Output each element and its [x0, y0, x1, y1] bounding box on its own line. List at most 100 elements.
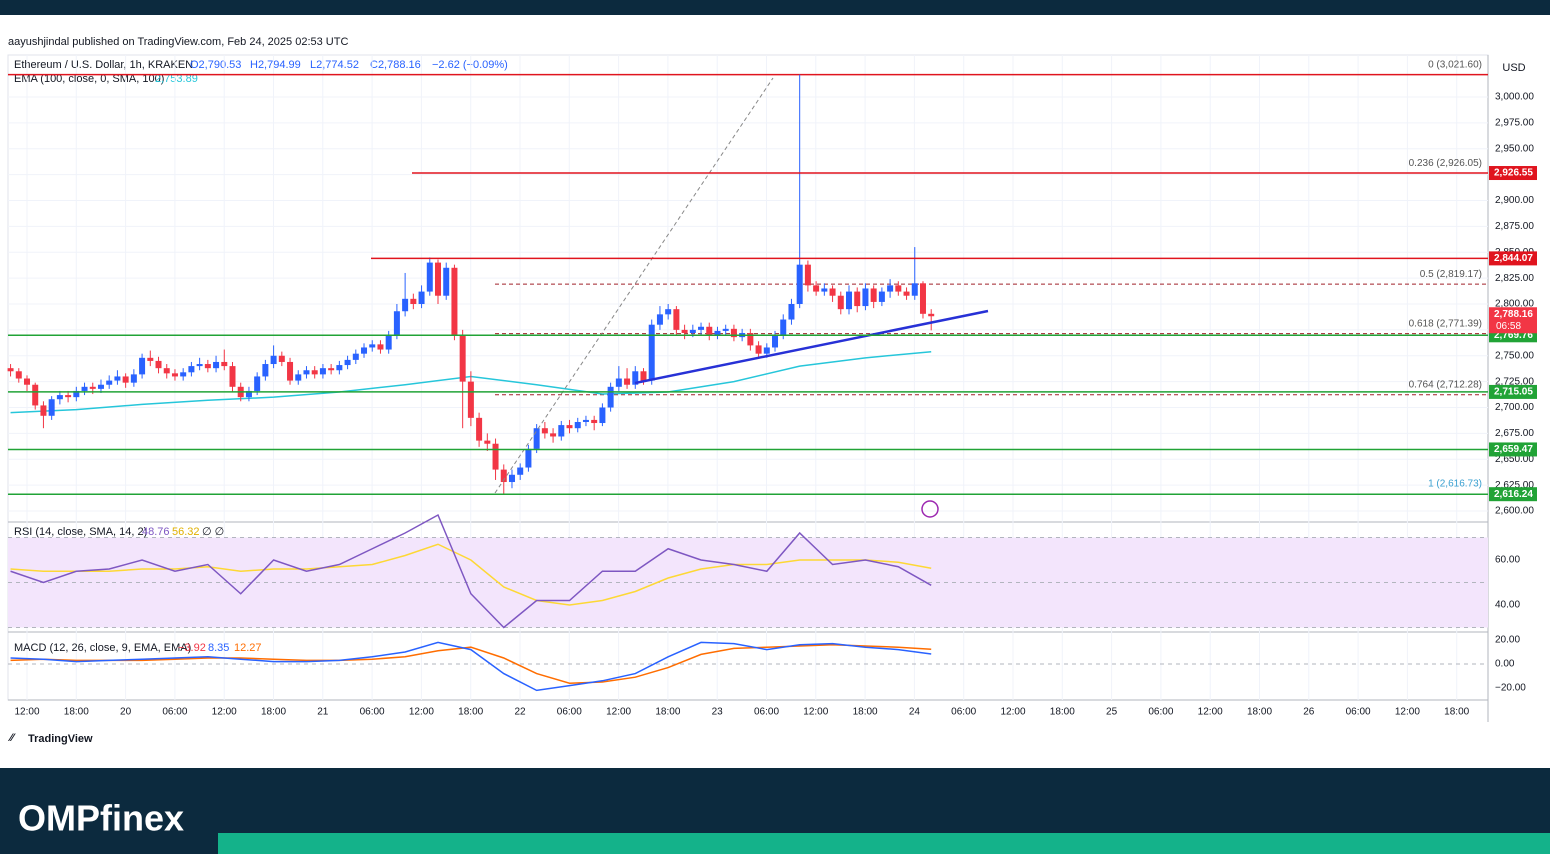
candle-body: [755, 345, 762, 354]
fib-label: 0.618 (2,771.39): [1409, 318, 1482, 329]
candle-body: [558, 425, 565, 437]
fib-trend-line: [494, 77, 774, 494]
ohlc-value: C2,788.16: [370, 59, 421, 71]
candle-body: [903, 291, 910, 296]
candle-body: [32, 384, 39, 406]
candle-body: [262, 364, 269, 377]
candle-body: [245, 390, 252, 398]
candle-body: [287, 361, 294, 381]
candle-body: [747, 332, 754, 346]
candle-body: [895, 285, 902, 292]
candle-body: [97, 384, 104, 389]
ema-value: 2,753.89: [155, 73, 198, 85]
x-tick-label: 20: [120, 707, 132, 718]
candle-body: [615, 378, 622, 387]
candle-body: [681, 329, 688, 333]
candle-body: [130, 374, 137, 383]
candle-body: [344, 359, 351, 366]
level-tag-label: 2,659.47: [1494, 444, 1533, 455]
candle-body: [402, 298, 409, 312]
ema-title: EMA (100, close, 0, SMA, 100): [14, 73, 164, 85]
candle-body: [451, 267, 458, 336]
x-tick-label: 18:00: [1247, 707, 1272, 718]
candle-body: [476, 417, 483, 441]
y-tick-label: 2,750.00: [1495, 350, 1534, 361]
rsi-line: [10, 513, 932, 629]
candle-body: [336, 365, 343, 371]
candle-body: [171, 373, 178, 377]
candle-body: [114, 376, 121, 381]
candle-body: [887, 285, 894, 292]
candle-body: [426, 262, 433, 292]
candle-body: [24, 378, 30, 385]
candle-body: [40, 405, 47, 416]
candle-body: [435, 262, 441, 296]
footer-icon: ⁄⁄: [7, 732, 16, 744]
candle-body: [928, 313, 935, 317]
y-tick-label: 2,725.00: [1495, 376, 1534, 387]
macd-signal-value: 12.27: [234, 642, 262, 654]
y-tick-label: 2,650.00: [1495, 454, 1534, 465]
fib-label: 0.764 (2,712.28): [1409, 379, 1482, 390]
fib-label: 0.236 (2,926.05): [1409, 158, 1482, 169]
candle-body: [640, 371, 647, 381]
candle-body: [919, 283, 926, 314]
candle-body: [393, 311, 400, 336]
candle-body: [163, 368, 170, 374]
candle-body: [624, 378, 631, 385]
y-tick-label: 2,825.00: [1495, 273, 1534, 284]
macd-value: 8.35: [208, 642, 229, 654]
header: aayushjindal published on TradingView.co…: [8, 36, 348, 48]
currency: USD: [1502, 62, 1525, 74]
candle-body: [81, 386, 88, 391]
candle-body: [821, 288, 828, 292]
y-tick-label: 2,800.00: [1495, 299, 1534, 310]
price-tag-countdown: 06:58: [1496, 321, 1521, 332]
level-tag-label: 2,844.07: [1494, 253, 1533, 264]
price-tag-label: 2,788.16: [1494, 309, 1533, 320]
candle-body: [648, 324, 655, 381]
candle-body: [7, 368, 14, 372]
ohlc-value: H2,794.99: [250, 59, 301, 71]
candle-body: [500, 469, 507, 483]
y-tick-label: 2,700.00: [1495, 402, 1534, 413]
x-tick-label: 18:00: [655, 707, 680, 718]
x-tick-label: 06:00: [1148, 707, 1173, 718]
candle-body: [295, 374, 302, 381]
level-tag-label: 2,616.24: [1494, 489, 1533, 500]
candle-body: [673, 309, 680, 330]
candle-body: [139, 357, 146, 375]
ohlc-value: O2,790.53: [190, 59, 241, 71]
candle-body: [196, 364, 203, 367]
candle-body: [566, 425, 573, 429]
candle-body: [15, 371, 22, 379]
y-tick-label: 2,675.00: [1495, 428, 1534, 439]
x-tick-label: 06:00: [162, 707, 187, 718]
candle-body: [361, 347, 368, 354]
rsi-title: RSI (14, close, SMA, 14, 2): [14, 526, 147, 538]
candle-body: [862, 288, 869, 307]
x-tick-label: 24: [909, 707, 921, 718]
macd-hist-value: −3.92: [178, 642, 206, 654]
macd-tick-label: −20.00: [1495, 683, 1526, 694]
level-tag: [1489, 487, 1537, 502]
level-tag: [1489, 442, 1537, 457]
candle-body: [788, 304, 795, 320]
rsi-tick-label: 60.00: [1495, 555, 1520, 566]
candle-body: [632, 371, 639, 385]
candle-body: [607, 386, 614, 408]
candle-body: [56, 395, 63, 400]
candle-body: [854, 291, 861, 307]
y-tick-label: 2,875.00: [1495, 221, 1534, 232]
candle-body: [311, 370, 318, 375]
level-tag: [1489, 251, 1537, 266]
candle-body: [459, 335, 466, 382]
candle-body: [155, 360, 162, 369]
trend-line: [634, 309, 989, 385]
candle-body: [846, 291, 852, 310]
x-tick-label: 12:00: [212, 707, 237, 718]
fib-label: 0.5 (2,819.17): [1420, 269, 1482, 280]
rsi-ma-value: 56.32: [172, 526, 200, 538]
candle-body: [722, 328, 729, 331]
